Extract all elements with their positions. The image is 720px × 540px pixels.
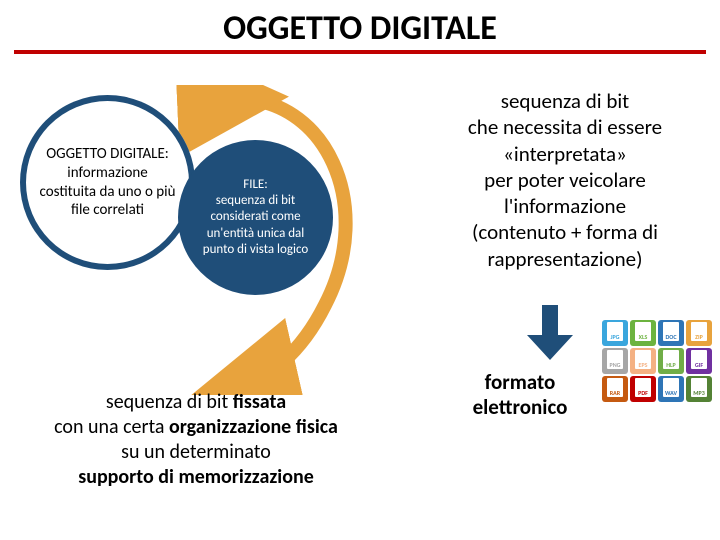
file-icon-rar: RAR [602, 376, 628, 402]
circle-file: FILE: sequenza di bit considerati come u… [178, 140, 333, 295]
bt-l1a: sequenza di bit [106, 390, 233, 414]
file-format-icon-grid: JPGXLSDOCZIP PNGEPSHLPGIF RARPDFWAVMP3 [602, 320, 714, 402]
bt-l1b: fissata [233, 390, 286, 414]
file-icon-hlp: HLP [658, 348, 684, 374]
rt-l5: l'informazione [504, 193, 626, 219]
page-title: OGGETTO DIGITALE [0, 8, 720, 55]
circle-oggetto-digitale: OGGETTO DIGITALE: informazione costituit… [20, 95, 195, 270]
rt-l4: per poter veicolare [484, 167, 646, 193]
file-icon-wav: WAV [658, 376, 684, 402]
circle-left-body: informazione costituita da uno o più fil… [38, 164, 177, 220]
file-icon-zip: ZIP [686, 320, 712, 346]
bt-l4: supporto di memorizzazione [78, 465, 314, 489]
file-icon-doc: DOC [658, 320, 684, 346]
right-paragraph: sequenza di bit che necessita di essere … [420, 88, 710, 272]
file-icon-eps: EPS [630, 348, 656, 374]
circle-left-heading: OGGETTO DIGITALE: [38, 145, 177, 164]
file-icon-mp3: MP3 [686, 376, 712, 402]
rt-l3: «interpretata» [503, 141, 627, 167]
rt-l6: (contenuto + forma di [472, 219, 658, 245]
file-icon-pdf: PDF [630, 376, 656, 402]
circle-right-heading: FILE: [194, 177, 317, 193]
formato-l1: formato [485, 369, 556, 395]
bt-l2b: organizzazione fisica [169, 415, 338, 439]
file-icon-jpg: JPG [602, 320, 628, 346]
rt-l2: che necessita di essere [468, 114, 662, 140]
file-icon-xls: XLS [630, 320, 656, 346]
rt-l7: rappresentazione) [488, 246, 643, 272]
down-arrow-icon [525, 305, 575, 360]
file-icon-gif: GIF [686, 348, 712, 374]
bt-l2a: con una certa [54, 415, 169, 439]
bt-l3: su un determinato [121, 440, 271, 464]
rt-l1: sequenza di bit [501, 88, 629, 114]
bottom-paragraph: sequenza di bit fissata con una certa or… [6, 390, 386, 490]
file-icon-png: PNG [602, 348, 628, 374]
formato-label: formato elettronico [420, 370, 620, 420]
formato-l2: elettronico [473, 394, 568, 420]
circle-right-body: sequenza di bit considerati come un'enti… [194, 193, 317, 258]
title-underline [14, 50, 706, 54]
